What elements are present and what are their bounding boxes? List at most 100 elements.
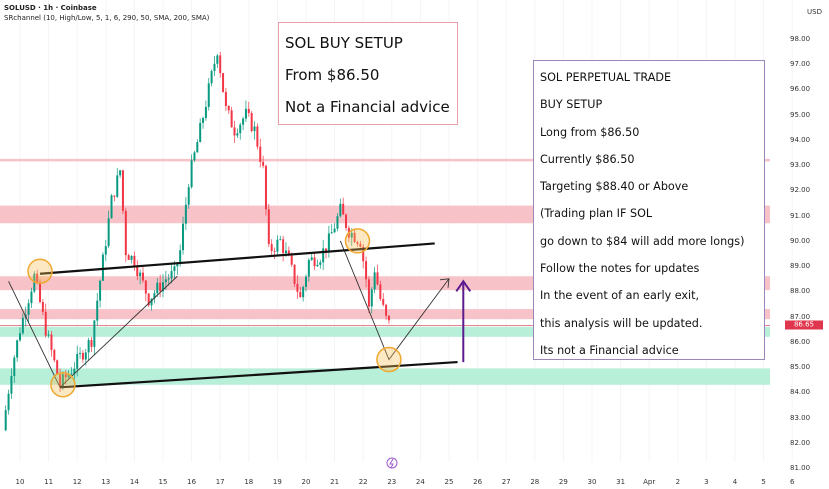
candle-body xyxy=(204,106,207,119)
candle-body xyxy=(56,360,59,375)
candle-body xyxy=(336,216,339,229)
candle-body xyxy=(144,280,147,294)
candle-body xyxy=(147,293,150,306)
date-tick-label: 11 xyxy=(44,478,54,486)
price-tick-label: 95.00 xyxy=(790,110,811,119)
date-tick-label: 16 xyxy=(187,478,197,486)
price-tick-label: 90.00 xyxy=(790,236,811,245)
trade-notes-box[interactable]: SOL PERPETUAL TRADE BUY SETUP Long from $8… xyxy=(533,60,765,360)
price-tick-label: 81.00 xyxy=(790,464,811,473)
candle-body xyxy=(310,257,313,261)
support-zone xyxy=(0,326,770,337)
candle-body xyxy=(330,232,333,234)
candle-body xyxy=(316,264,319,267)
note-line: Currently $86.50 xyxy=(540,152,635,166)
candle-body xyxy=(379,284,382,300)
price-tick-label: 91.00 xyxy=(790,211,811,220)
candle-body xyxy=(239,124,242,134)
price-tick-label: 87.00 xyxy=(790,312,811,321)
candle-body xyxy=(290,255,293,265)
date-tick-label: 12 xyxy=(72,478,82,486)
date-tick-label: 18 xyxy=(244,478,254,486)
candle-body xyxy=(153,293,156,299)
candle-body xyxy=(99,280,102,301)
candle-body xyxy=(10,376,13,394)
candle-body xyxy=(230,110,233,128)
candle-body xyxy=(4,410,7,431)
candle-body xyxy=(76,353,79,369)
candle-body xyxy=(124,210,127,256)
candle-body xyxy=(270,244,273,251)
note-line: go down to $84 will add more longs) xyxy=(540,234,745,248)
candle-body xyxy=(173,266,176,272)
candle-body xyxy=(16,340,19,358)
candle-body xyxy=(41,302,44,312)
setup-line: Not a Financial advice xyxy=(285,98,450,116)
candle-body xyxy=(50,334,53,350)
candle-body xyxy=(30,291,33,304)
note-line: Targeting $88.40 or Above xyxy=(540,180,689,194)
candle-body xyxy=(350,232,353,238)
candle-body xyxy=(130,255,133,260)
candle-body xyxy=(167,278,170,280)
date-tick-label: 29 xyxy=(558,478,568,486)
candle-body xyxy=(224,92,227,107)
price-tick-label: 97.00 xyxy=(790,60,811,69)
candle-body xyxy=(110,195,113,219)
candle-body xyxy=(59,374,62,387)
note-line: (Trading plan IF SOL xyxy=(540,207,653,221)
candle-body xyxy=(373,272,376,290)
candle-body xyxy=(196,142,199,153)
price-tick-label: 83.00 xyxy=(790,413,811,422)
candle-body xyxy=(139,272,142,277)
candle-body xyxy=(376,272,379,285)
candle-body xyxy=(53,349,56,361)
candle-body xyxy=(333,228,336,233)
resistance-zone xyxy=(0,309,770,320)
current-price-tag: 86.65 xyxy=(785,320,823,330)
setup-note-box[interactable]: SOL BUY SETUP From $86.50 Not a Financia… xyxy=(278,22,458,125)
candle-body xyxy=(39,282,42,303)
candle-body xyxy=(21,317,24,334)
candle-body xyxy=(370,289,373,307)
candle-body xyxy=(319,262,322,265)
candle-body xyxy=(322,248,325,263)
candle-body xyxy=(242,118,245,125)
candle-body xyxy=(353,232,356,243)
indicator-legend[interactable]: SRchannel (10, High/Low, 5, 1, 6, 290, 5… xyxy=(4,14,210,22)
price-tick-label: 82.00 xyxy=(790,438,811,447)
date-tick-label: 4 xyxy=(732,478,738,486)
date-tick-label: 20 xyxy=(301,478,311,486)
candle-body xyxy=(305,276,307,287)
price-tick-label: 86.00 xyxy=(790,337,811,346)
candle-body xyxy=(284,250,287,254)
date-tick-label: 17 xyxy=(215,478,225,486)
candle-body xyxy=(33,273,36,292)
candle-body xyxy=(296,283,299,292)
lightning-icon[interactable] xyxy=(386,457,398,469)
price-tick-label: 93.00 xyxy=(790,161,811,170)
date-tick-label: 26 xyxy=(473,478,483,486)
date-tick-label: 21 xyxy=(330,478,340,486)
pivot-circle xyxy=(27,258,53,284)
pivot-circle xyxy=(344,228,371,254)
candle-body xyxy=(107,218,110,247)
note-line: SOL PERPETUAL TRADE xyxy=(540,71,672,84)
candle-body xyxy=(362,246,365,262)
candle-body xyxy=(70,373,73,375)
candle-body xyxy=(250,113,253,132)
candle-body xyxy=(216,55,219,64)
candle-body xyxy=(81,352,84,360)
support-zone xyxy=(0,368,770,385)
candle-body xyxy=(282,239,285,254)
target-arrowhead xyxy=(455,279,472,292)
note-line: this analysis will be updated. xyxy=(540,316,703,330)
date-tick-label: Apr xyxy=(643,478,656,486)
candle-body xyxy=(210,71,213,84)
candle-body xyxy=(176,263,179,267)
candle-body xyxy=(7,393,10,411)
candle-body xyxy=(61,374,64,387)
price-tick-label: 96.00 xyxy=(790,85,811,94)
setup-line: From $86.50 xyxy=(285,66,380,84)
